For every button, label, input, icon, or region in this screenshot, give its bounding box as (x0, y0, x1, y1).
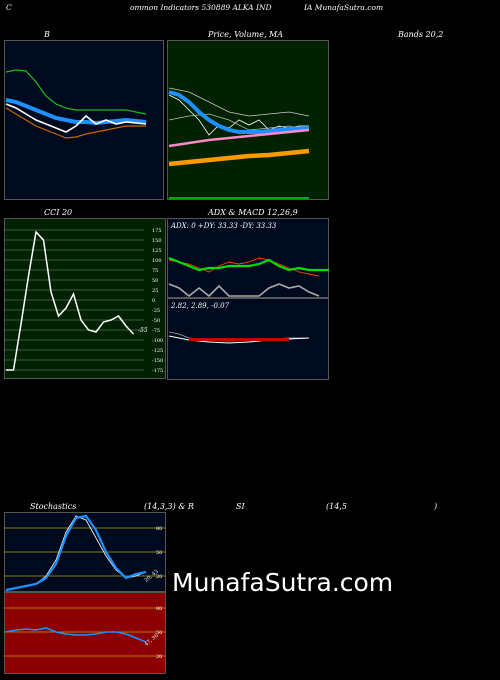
price-ma-blue-ma (168, 90, 310, 134)
price-ma-ma-thin1 (168, 87, 310, 117)
cci-tick-label: 25 (152, 288, 158, 294)
stoch-tick-20: 20 (156, 574, 162, 580)
cci-tick-label: -25 (152, 308, 160, 314)
price-ma-chart (167, 40, 329, 200)
header-c: C (6, 3, 12, 12)
cci-tick-label: -75 (152, 328, 160, 334)
stoch-title-4: (14,5 (326, 502, 347, 511)
stoch-title-5: ) (434, 502, 438, 511)
bollinger-lower-band (5, 107, 146, 139)
cci-tick-label: 0 (152, 298, 155, 304)
stoch-fast-line (5, 514, 147, 592)
cci-tick-label: -50 (152, 318, 160, 324)
page-title: ommon Indicators 530889 ALKA IND (130, 3, 272, 12)
cci-tick-label: 75 (152, 268, 158, 274)
watermark: MunafaSutra.com (172, 568, 394, 597)
macd-chart: 2.82, 2.89, -0.07 (167, 298, 329, 380)
cci-tick-label: -125 (152, 348, 163, 354)
cci-tick-label: -175 (152, 368, 163, 374)
bollinger-chart (4, 40, 164, 200)
stoch-title-1: Stochastics (30, 502, 77, 511)
rsi-tick-50: 50 (156, 630, 162, 636)
cci-tick-label: -100 (152, 338, 163, 344)
stoch-tick-80: 80 (156, 526, 162, 532)
cci-line (6, 230, 135, 371)
stoch-title-2: (14,3,3) & R (144, 502, 194, 511)
bollinger-upper-band (5, 69, 147, 115)
adx-green-line (168, 256, 329, 272)
cci-title: CCI 20 (44, 208, 73, 217)
stoch-tick-50: 50 (156, 550, 162, 556)
cci-tick-label: 175 (152, 228, 162, 234)
adx-chart: ADX: 0 +DY: 33.33 -DY: 33.33 (167, 218, 329, 298)
bollinger-price-line (5, 103, 147, 133)
adx-title: ADX & MACD 12,26,9 (208, 208, 298, 217)
rsi-tick-80: 80 (156, 606, 162, 612)
stoch-title-3: SI (236, 502, 245, 511)
rsi-line (5, 627, 147, 643)
adx-gray-line (168, 283, 320, 298)
stoch-chart: 80 50 20 20, 43 (4, 512, 166, 592)
cci-chart: 175 150 125 100 75 50 25 0 -25 -50 -75 -100 -125 -150… (4, 218, 166, 379)
cci-tick-label: 100 (152, 258, 162, 264)
price-ma-orange-ma (168, 148, 310, 167)
price-ma-volume-bar (169, 197, 309, 199)
rsi-chart: 80 50 20 47, 36 (4, 592, 166, 674)
bollinger-middle-band (5, 98, 147, 126)
macd-readout: 2.82, 2.89, -0.07 (170, 302, 230, 310)
macd-histogram (189, 338, 289, 341)
cci-tick-label: 150 (152, 238, 162, 244)
cci-last-label: -55 (138, 327, 148, 334)
cci-tick-label: -150 (152, 358, 163, 364)
price-ma-pink-ma (168, 128, 310, 148)
price-ma-title: Price, Volume, MA (208, 30, 284, 39)
bollinger-title-right: Bands 20,2 (398, 30, 444, 39)
cci-tick-label: 125 (152, 248, 162, 254)
bollinger-title-left: B (44, 30, 50, 39)
adx-readout: ADX: 0 +DY: 33.33 -DY: 33.33 (170, 222, 277, 230)
rsi-tick-20: 20 (156, 654, 162, 660)
site-name: IA MunafaSutra.com (304, 3, 384, 12)
price-ma-ma-thin2 (168, 113, 310, 131)
cci-tick-label: 50 (152, 278, 158, 284)
